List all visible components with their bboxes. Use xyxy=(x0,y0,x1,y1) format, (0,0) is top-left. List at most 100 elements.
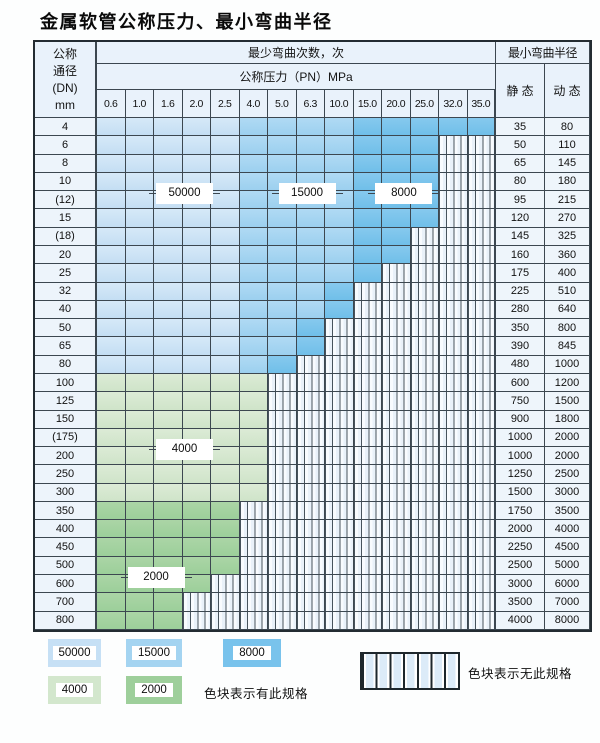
pressure-tick-2.5: 2.5 xyxy=(211,90,240,118)
grid-cell xyxy=(296,282,325,301)
grid-cell xyxy=(296,465,325,484)
grid-cell xyxy=(182,501,211,521)
grid-cell xyxy=(467,209,496,228)
grid-cell xyxy=(410,575,439,594)
grid-cell xyxy=(239,282,268,301)
grid-cell xyxy=(268,245,297,265)
grid-cell xyxy=(325,410,354,429)
static-value-cell: 750 xyxy=(496,392,545,411)
grid-cell xyxy=(467,593,496,612)
dn-cell: 6 xyxy=(35,136,97,155)
grid-cell xyxy=(382,245,411,265)
dynamic-value-cell: 360 xyxy=(545,245,590,265)
grid-cell xyxy=(125,465,154,484)
grid-cell xyxy=(268,538,297,557)
grid-cell xyxy=(154,538,183,557)
grid-cell xyxy=(182,392,211,411)
grid-cell xyxy=(439,501,468,521)
grid-cell xyxy=(125,118,154,137)
static-value-cell: 2250 xyxy=(496,538,545,557)
grid-cell xyxy=(239,593,268,612)
grid-cell xyxy=(211,483,240,502)
grid-cell xyxy=(325,245,354,265)
grid-cell xyxy=(467,575,496,594)
grid-cell xyxy=(325,501,354,521)
static-value-cell: 225 xyxy=(496,282,545,301)
grid-cell xyxy=(325,428,354,448)
grid-cell xyxy=(296,593,325,612)
grid-cell xyxy=(239,136,268,155)
dn-cell: 300 xyxy=(35,483,97,502)
grid-cell xyxy=(97,209,126,228)
grid-cell xyxy=(439,373,468,393)
static-value-cell: 4000 xyxy=(496,611,545,630)
grid-cell xyxy=(467,282,496,301)
grid-cell xyxy=(410,136,439,155)
dn-cell: 25 xyxy=(35,264,97,283)
dn-cell: 800 xyxy=(35,611,97,630)
grid-cell xyxy=(97,154,126,173)
dynamic-value-cell: 2500 xyxy=(545,465,590,484)
grid-cell xyxy=(239,154,268,173)
grid-cell xyxy=(439,282,468,301)
grid-cell xyxy=(325,136,354,155)
dynamic-value-cell: 80 xyxy=(545,118,590,137)
grid-cell xyxy=(182,538,211,557)
pressure-tick-20.0: 20.0 xyxy=(382,90,411,118)
grid-cell xyxy=(382,373,411,393)
legend-chip-8000-label: 8000 xyxy=(233,646,271,660)
grid-cell xyxy=(239,428,268,448)
static-value-cell: 1000 xyxy=(496,447,545,466)
grid-cell xyxy=(467,611,496,630)
grid-cell xyxy=(325,337,354,356)
static-value-cell: 1750 xyxy=(496,501,545,521)
grid-cell xyxy=(467,447,496,466)
grid-cell xyxy=(211,337,240,356)
grid-cell xyxy=(296,447,325,466)
grid-cell xyxy=(182,154,211,173)
dynamic-value-cell: 3000 xyxy=(545,483,590,502)
grid-cell xyxy=(125,501,154,521)
grid-cell xyxy=(211,227,240,246)
grid-cell xyxy=(353,465,382,484)
grid-cell xyxy=(154,245,183,265)
grid-cell xyxy=(410,556,439,576)
grid-cell xyxy=(296,355,325,374)
grid-cell xyxy=(325,465,354,484)
grid-cell xyxy=(353,593,382,612)
dynamic-value-cell: 800 xyxy=(545,319,590,338)
nominal-pressure-header: 公称压力（PN）MPa xyxy=(97,64,496,90)
grid-cell xyxy=(467,410,496,429)
static-value-cell: 95 xyxy=(496,191,545,210)
grid-cell xyxy=(325,319,354,338)
grid-cell xyxy=(182,556,211,576)
grid-cell xyxy=(211,300,240,320)
grid-cell xyxy=(410,410,439,429)
grid-cell xyxy=(410,245,439,265)
grid-cell xyxy=(211,392,240,411)
grid-cell xyxy=(439,611,468,630)
grid-cell xyxy=(182,611,211,630)
grid-cell xyxy=(353,337,382,356)
pressure-tick-0.6: 0.6 xyxy=(97,90,126,118)
grid-cell xyxy=(382,227,411,246)
dn-cell: 500 xyxy=(35,556,97,576)
grid-cell xyxy=(353,264,382,283)
grid-cell xyxy=(125,428,154,448)
grid-cell xyxy=(382,483,411,502)
grid-cell xyxy=(296,337,325,356)
grid-cell xyxy=(439,447,468,466)
grid-cell xyxy=(268,447,297,466)
dn-cell: 450 xyxy=(35,538,97,557)
grid-cell xyxy=(467,136,496,155)
dynamic-value-cell: 7000 xyxy=(545,593,590,612)
pressure-tick-32.0: 32.0 xyxy=(439,90,468,118)
grid-cell xyxy=(439,556,468,576)
grid-cell xyxy=(182,410,211,429)
grid-cell xyxy=(97,520,126,539)
grid-cell xyxy=(211,538,240,557)
grid-cell xyxy=(382,264,411,283)
grid-cell xyxy=(125,538,154,557)
grid-cell xyxy=(211,154,240,173)
grid-cell xyxy=(439,465,468,484)
